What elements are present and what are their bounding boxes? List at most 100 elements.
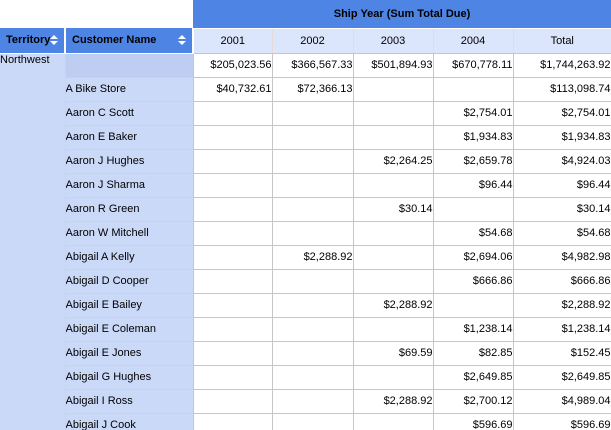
value-cell <box>271 172 354 198</box>
value-cell <box>271 196 354 222</box>
value-cell: $96.44 <box>432 172 514 198</box>
value-cell: $54.68 <box>512 220 611 246</box>
value-cell <box>192 148 273 174</box>
customer-name-cell: Aaron J Sharma <box>65 172 193 197</box>
value-cell: $205,023.56 <box>192 52 273 78</box>
value-cell <box>271 412 354 430</box>
value-cell <box>271 292 354 318</box>
sort-up-arrow-icon <box>50 35 59 40</box>
territory-column-header[interactable]: Territory <box>0 28 66 54</box>
value-cell <box>271 268 354 294</box>
value-cell <box>432 76 514 102</box>
customer-name-cell: A Bike Store <box>65 76 193 101</box>
value-cell <box>192 196 273 222</box>
table-row: Abigail D Cooper $666.86 $666.86 <box>0 268 611 294</box>
column-header-row: Territory Customer Name <box>0 28 611 54</box>
value-cell: $2,288.92 <box>352 388 434 414</box>
value-cell: $2,264.25 <box>352 148 434 174</box>
value-cell <box>352 124 434 150</box>
customer-sort-icon[interactable] <box>178 35 186 46</box>
value-cell: $113,098.74 <box>512 76 611 102</box>
customer-name-column-header[interactable]: Customer Name <box>65 28 194 54</box>
table-body: Northwest $205,023.56 $366,567.33 $501,894.… <box>0 52 611 430</box>
table-row: Aaron W Mitchell $54.68 $54.68 <box>0 220 611 246</box>
value-cell: $152.45 <box>512 340 611 366</box>
value-cell: $596.69 <box>432 412 514 430</box>
value-cell <box>352 244 434 270</box>
value-cell: $1,934.83 <box>512 124 611 150</box>
value-cell <box>352 412 434 430</box>
territory-cell: Northwest <box>0 53 66 430</box>
customer-header-label: Customer Name <box>72 34 157 47</box>
customer-name-cell: Abigail E Bailey <box>65 292 193 317</box>
table-row: Aaron C Scott $2,754.01 $2,754.01 <box>0 100 611 126</box>
value-cell: $596.69 <box>512 412 611 430</box>
value-cell: $4,982.98 <box>512 244 611 270</box>
value-cell: $1,934.83 <box>432 124 514 150</box>
value-cell <box>192 220 273 246</box>
customer-name-cell: Abigail E Coleman <box>65 316 193 341</box>
value-cell: $2,649.85 <box>512 364 611 390</box>
value-cell: $1,744,263.92 <box>512 52 611 78</box>
value-cell <box>271 340 354 366</box>
value-cell: $1,238.14 <box>512 316 611 342</box>
table-row: Abigail E Bailey $2,288.92 $2,288.92 <box>0 292 611 318</box>
value-cell: $2,288.92 <box>271 244 354 270</box>
customer-name-cell: Abigail E Jones <box>65 340 193 365</box>
table-row: Abigail J Cook $596.69 $596.69 <box>0 412 611 430</box>
customer-name-cell: Aaron J Hughes <box>65 148 193 173</box>
value-cell: $2,288.92 <box>512 292 611 318</box>
value-cell <box>192 412 273 430</box>
value-cell <box>192 364 273 390</box>
value-cell <box>271 124 354 150</box>
column-header-2002: 2002 <box>271 28 353 54</box>
value-cell: $96.44 <box>512 172 611 198</box>
value-cell <box>271 364 354 390</box>
value-cell: $666.86 <box>512 268 611 294</box>
value-cell <box>192 100 273 126</box>
value-cell <box>271 220 354 246</box>
value-cell <box>192 172 273 198</box>
value-cell: $40,732.61 <box>192 76 273 102</box>
value-cell <box>271 388 354 414</box>
table-row: Aaron J Sharma $96.44 $96.44 <box>0 172 611 198</box>
value-cell <box>192 316 273 342</box>
customer-name-cell: Abigail D Cooper <box>65 268 193 293</box>
value-cell <box>352 76 434 102</box>
value-cell <box>271 148 354 174</box>
value-cell: $69.59 <box>352 340 434 366</box>
value-cell: $4,989.04 <box>512 388 611 414</box>
customer-name-cell: Abigail J Cook <box>65 412 193 430</box>
table-row: Aaron E Baker $1,934.83 $1,934.83 <box>0 124 611 150</box>
value-cell: $2,700.12 <box>432 388 514 414</box>
table-row: Northwest $205,023.56 $366,567.33 $501,894.… <box>0 52 611 430</box>
value-cell <box>192 244 273 270</box>
value-cell: $4,924.03 <box>512 148 611 174</box>
corner-spacer <box>0 0 193 28</box>
customer-name-cell: Aaron E Baker <box>65 124 193 149</box>
value-cell: $2,288.92 <box>352 292 434 318</box>
sort-down-arrow-icon <box>178 41 186 46</box>
table-row: Abigail I Ross $2,288.92 $2,700.12 $4,989.0… <box>0 388 611 414</box>
value-cell <box>352 100 434 126</box>
value-cell <box>432 196 514 222</box>
value-cell: $666.86 <box>432 268 514 294</box>
value-cell <box>192 388 273 414</box>
value-cell: $1,238.14 <box>432 316 514 342</box>
value-cell <box>352 268 434 294</box>
value-cell <box>432 292 514 318</box>
value-cell <box>352 364 434 390</box>
column-group-header-row: Ship Year (Sum Total Due) <box>0 0 611 29</box>
customer-name-cell: Abigail I Ross <box>65 388 193 413</box>
customer-name-cell: Aaron C Scott <box>65 100 193 125</box>
value-cell <box>271 316 354 342</box>
value-cell: $30.14 <box>512 196 611 222</box>
column-header-2003: 2003 <box>352 28 433 54</box>
value-cell: $2,754.01 <box>512 100 611 126</box>
territory-sort-icon[interactable] <box>50 35 59 46</box>
value-cell: $670,778.11 <box>432 52 514 78</box>
value-cell: $501,894.93 <box>352 52 434 78</box>
column-header-total: Total <box>512 28 611 54</box>
value-cell: $72,366.13 <box>271 76 354 102</box>
